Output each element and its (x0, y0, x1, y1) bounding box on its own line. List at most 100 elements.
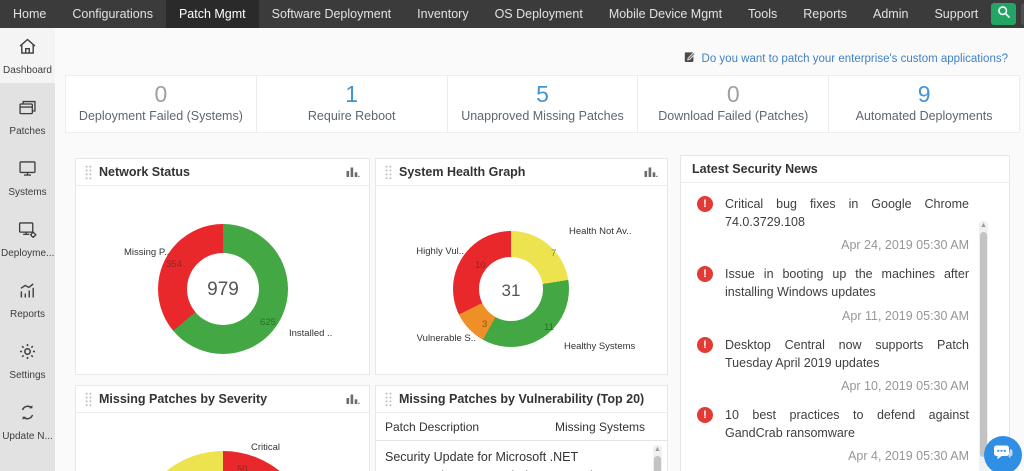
stat-download-failed[interactable]: 0 Download Failed (Patches) (638, 76, 830, 132)
stat-require-reboot[interactable]: 1 Require Reboot (257, 76, 448, 132)
news-date: Apr 11, 2019 05:30 AM (842, 308, 969, 323)
live-chat-button[interactable] (984, 436, 1022, 471)
drag-handle-icon[interactable] (385, 392, 392, 407)
top-navbar: Home Configurations Patch Mgmt Software … (0, 0, 1024, 28)
system-health-donut-chart[interactable]: 31 (453, 231, 569, 347)
card-title: Network Status (99, 165, 190, 179)
slice-value-installed: 625 (260, 317, 276, 328)
summary-stats-row: 0 Deployment Failed (Systems) 1 Require … (65, 75, 1020, 133)
sidebar-item-label: Update N... (2, 431, 53, 442)
nav-item-mobile-device-mgmt[interactable]: Mobile Device Mgmt (608, 7, 723, 21)
deployment-icon (17, 222, 38, 244)
news-headline: Critical bug fixes in Google Chrome 74.0… (725, 197, 969, 230)
table-scrollbar[interactable]: ▲ (653, 445, 662, 471)
news-scrollbar[interactable]: ▲ (979, 221, 988, 471)
nav-item-inventory[interactable]: Inventory (417, 7, 469, 21)
stat-unapproved-missing-patches[interactable]: 5 Unapproved Missing Patches (448, 76, 639, 132)
card-title: Missing Patches by Vulnerability (Top 20… (399, 392, 645, 406)
drag-handle-icon[interactable] (85, 165, 92, 180)
column-patch-description: Patch Description (385, 420, 480, 434)
network-status-card: Network Status 979 Missing P.. 354 625 I… (75, 158, 370, 375)
stat-label: Download Failed (Patches) (658, 109, 809, 123)
stat-deployment-failed[interactable]: 0 Deployment Failed (Systems) (66, 76, 257, 132)
sidebar-item-settings[interactable]: Settings (0, 333, 55, 388)
scrollbar-thumb[interactable] (980, 232, 987, 457)
scroll-up-icon[interactable]: ▲ (980, 222, 987, 229)
scroll-up-icon[interactable]: ▲ (654, 446, 661, 453)
nav-item-patch-mgmt[interactable]: Patch Mgmt (165, 0, 259, 28)
news-item[interactable]: ! Desktop Central now supports Patch Tue… (697, 336, 969, 393)
stat-value: 9 (917, 81, 931, 107)
donut-total: 979 (207, 279, 239, 300)
news-item[interactable]: ! Issue in booting up the machines after… (697, 265, 969, 323)
news-headline: Issue in booting up the machines after i… (725, 267, 969, 300)
custom-apps-link[interactable]: Do you want to patch your enterprise's c… (701, 53, 1008, 65)
stat-value: 0 (154, 81, 168, 107)
sidebar-item-deployments[interactable]: Deployme... (0, 211, 55, 266)
sidebar-item-label: Dashboard (3, 65, 52, 76)
stat-label: Deployment Failed (Systems) (78, 109, 243, 123)
sidebar-item-reports[interactable]: Reports (0, 272, 55, 327)
slice-value-vulnerable: 3 (482, 319, 488, 330)
slice-label-healthy: Healthy Systems (564, 341, 636, 352)
nav-item-reports[interactable]: Reports (803, 7, 848, 21)
slice-value-missing: 354 (166, 259, 182, 270)
chart-type-icon[interactable] (346, 166, 360, 178)
search-icon (997, 5, 1011, 24)
news-date: Apr 10, 2019 05:30 AM (841, 378, 969, 393)
stat-automated-deployments[interactable]: 9 Automated Deployments (829, 76, 1019, 132)
nav-item-admin[interactable]: Admin (873, 7, 909, 21)
chart-type-icon[interactable] (644, 166, 658, 178)
nav-item-support[interactable]: Support (934, 7, 979, 21)
slice-label-vulnerable: Vulnerable S.. (416, 333, 476, 344)
main-content: Do you want to patch your enterprise's c… (55, 28, 1024, 471)
slice-value-critical: 50 (237, 464, 248, 471)
drag-handle-icon[interactable] (85, 392, 92, 407)
search-button[interactable] (991, 3, 1017, 25)
slice-label-highly-vulnerable: Highly Vul.. (416, 246, 464, 257)
scrollbar-thumb[interactable] (654, 456, 661, 471)
sidebar-item-systems[interactable]: Systems (0, 150, 55, 205)
card-title: Missing Patches by Severity (99, 392, 268, 406)
nav-item-os-deployment[interactable]: OS Deployment (494, 7, 583, 21)
patch-description-cell: Security Update for Microsoft .NET Frame… (385, 450, 606, 471)
news-list: ! Critical bug fixes in Google Chrome 74… (681, 183, 1009, 471)
slice-label-health-not-available: Health Not Av.. (569, 226, 632, 237)
stat-label: Automated Deployments (855, 109, 993, 123)
column-missing-systems: Missing Systems (554, 420, 645, 434)
sidebar-item-label: Reports (9, 309, 45, 320)
news-item[interactable]: ! Critical bug fixes in Google Chrome 74… (697, 195, 969, 252)
nav-item-configurations[interactable]: Configurations (72, 7, 153, 21)
card-title: System Health Graph (399, 165, 526, 179)
vulnerability-table-card: Missing Patches by Vulnerability (Top 20… (375, 385, 668, 471)
whats-new-button[interactable] (1021, 3, 1024, 25)
severity-chart-card: Missing Patches by Severity Critical 50 (75, 385, 370, 471)
alert-icon: ! (697, 266, 713, 283)
nav-item-home[interactable]: Home (13, 7, 47, 21)
alert-icon: ! (697, 406, 713, 423)
slice-value-health-not-available: 7 (551, 248, 557, 259)
sync-icon (17, 405, 38, 427)
news-headline: 10 best practices to defend against Gand… (725, 407, 969, 440)
sidebar-item-label: Deployme... (1, 248, 54, 259)
monitor-icon (17, 161, 38, 183)
slice-label-missing: Missing P.. (124, 247, 170, 258)
left-sidebar: Dashboard Patches Systems Deployme... Re… (0, 28, 55, 471)
table-header-row: Patch Description Missing Systems (376, 413, 667, 441)
drag-handle-icon[interactable] (385, 165, 392, 180)
table-row[interactable]: Security Update for Microsoft .NET Frame… (376, 441, 667, 471)
stat-label: Unapproved Missing Patches (461, 109, 624, 123)
slice-value-healthy: 11 (544, 322, 554, 333)
sidebar-item-update-now[interactable]: Update N... (0, 394, 55, 449)
chart-type-icon[interactable] (346, 393, 360, 405)
sidebar-item-patches[interactable]: Patches (0, 89, 55, 144)
network-status-donut-chart[interactable]: 979 (158, 224, 288, 354)
sidebar-item-dashboard[interactable]: Dashboard (0, 28, 55, 83)
nav-item-software-deployment[interactable]: Software Deployment (271, 7, 392, 21)
nav-item-tools[interactable]: Tools (748, 7, 778, 21)
news-item[interactable]: ! 10 best practices to defend against Ga… (697, 406, 969, 463)
sidebar-item-label: Patches (9, 126, 46, 137)
patches-icon (17, 100, 38, 122)
home-icon (17, 38, 38, 61)
severity-pie-chart[interactable] (133, 451, 313, 471)
